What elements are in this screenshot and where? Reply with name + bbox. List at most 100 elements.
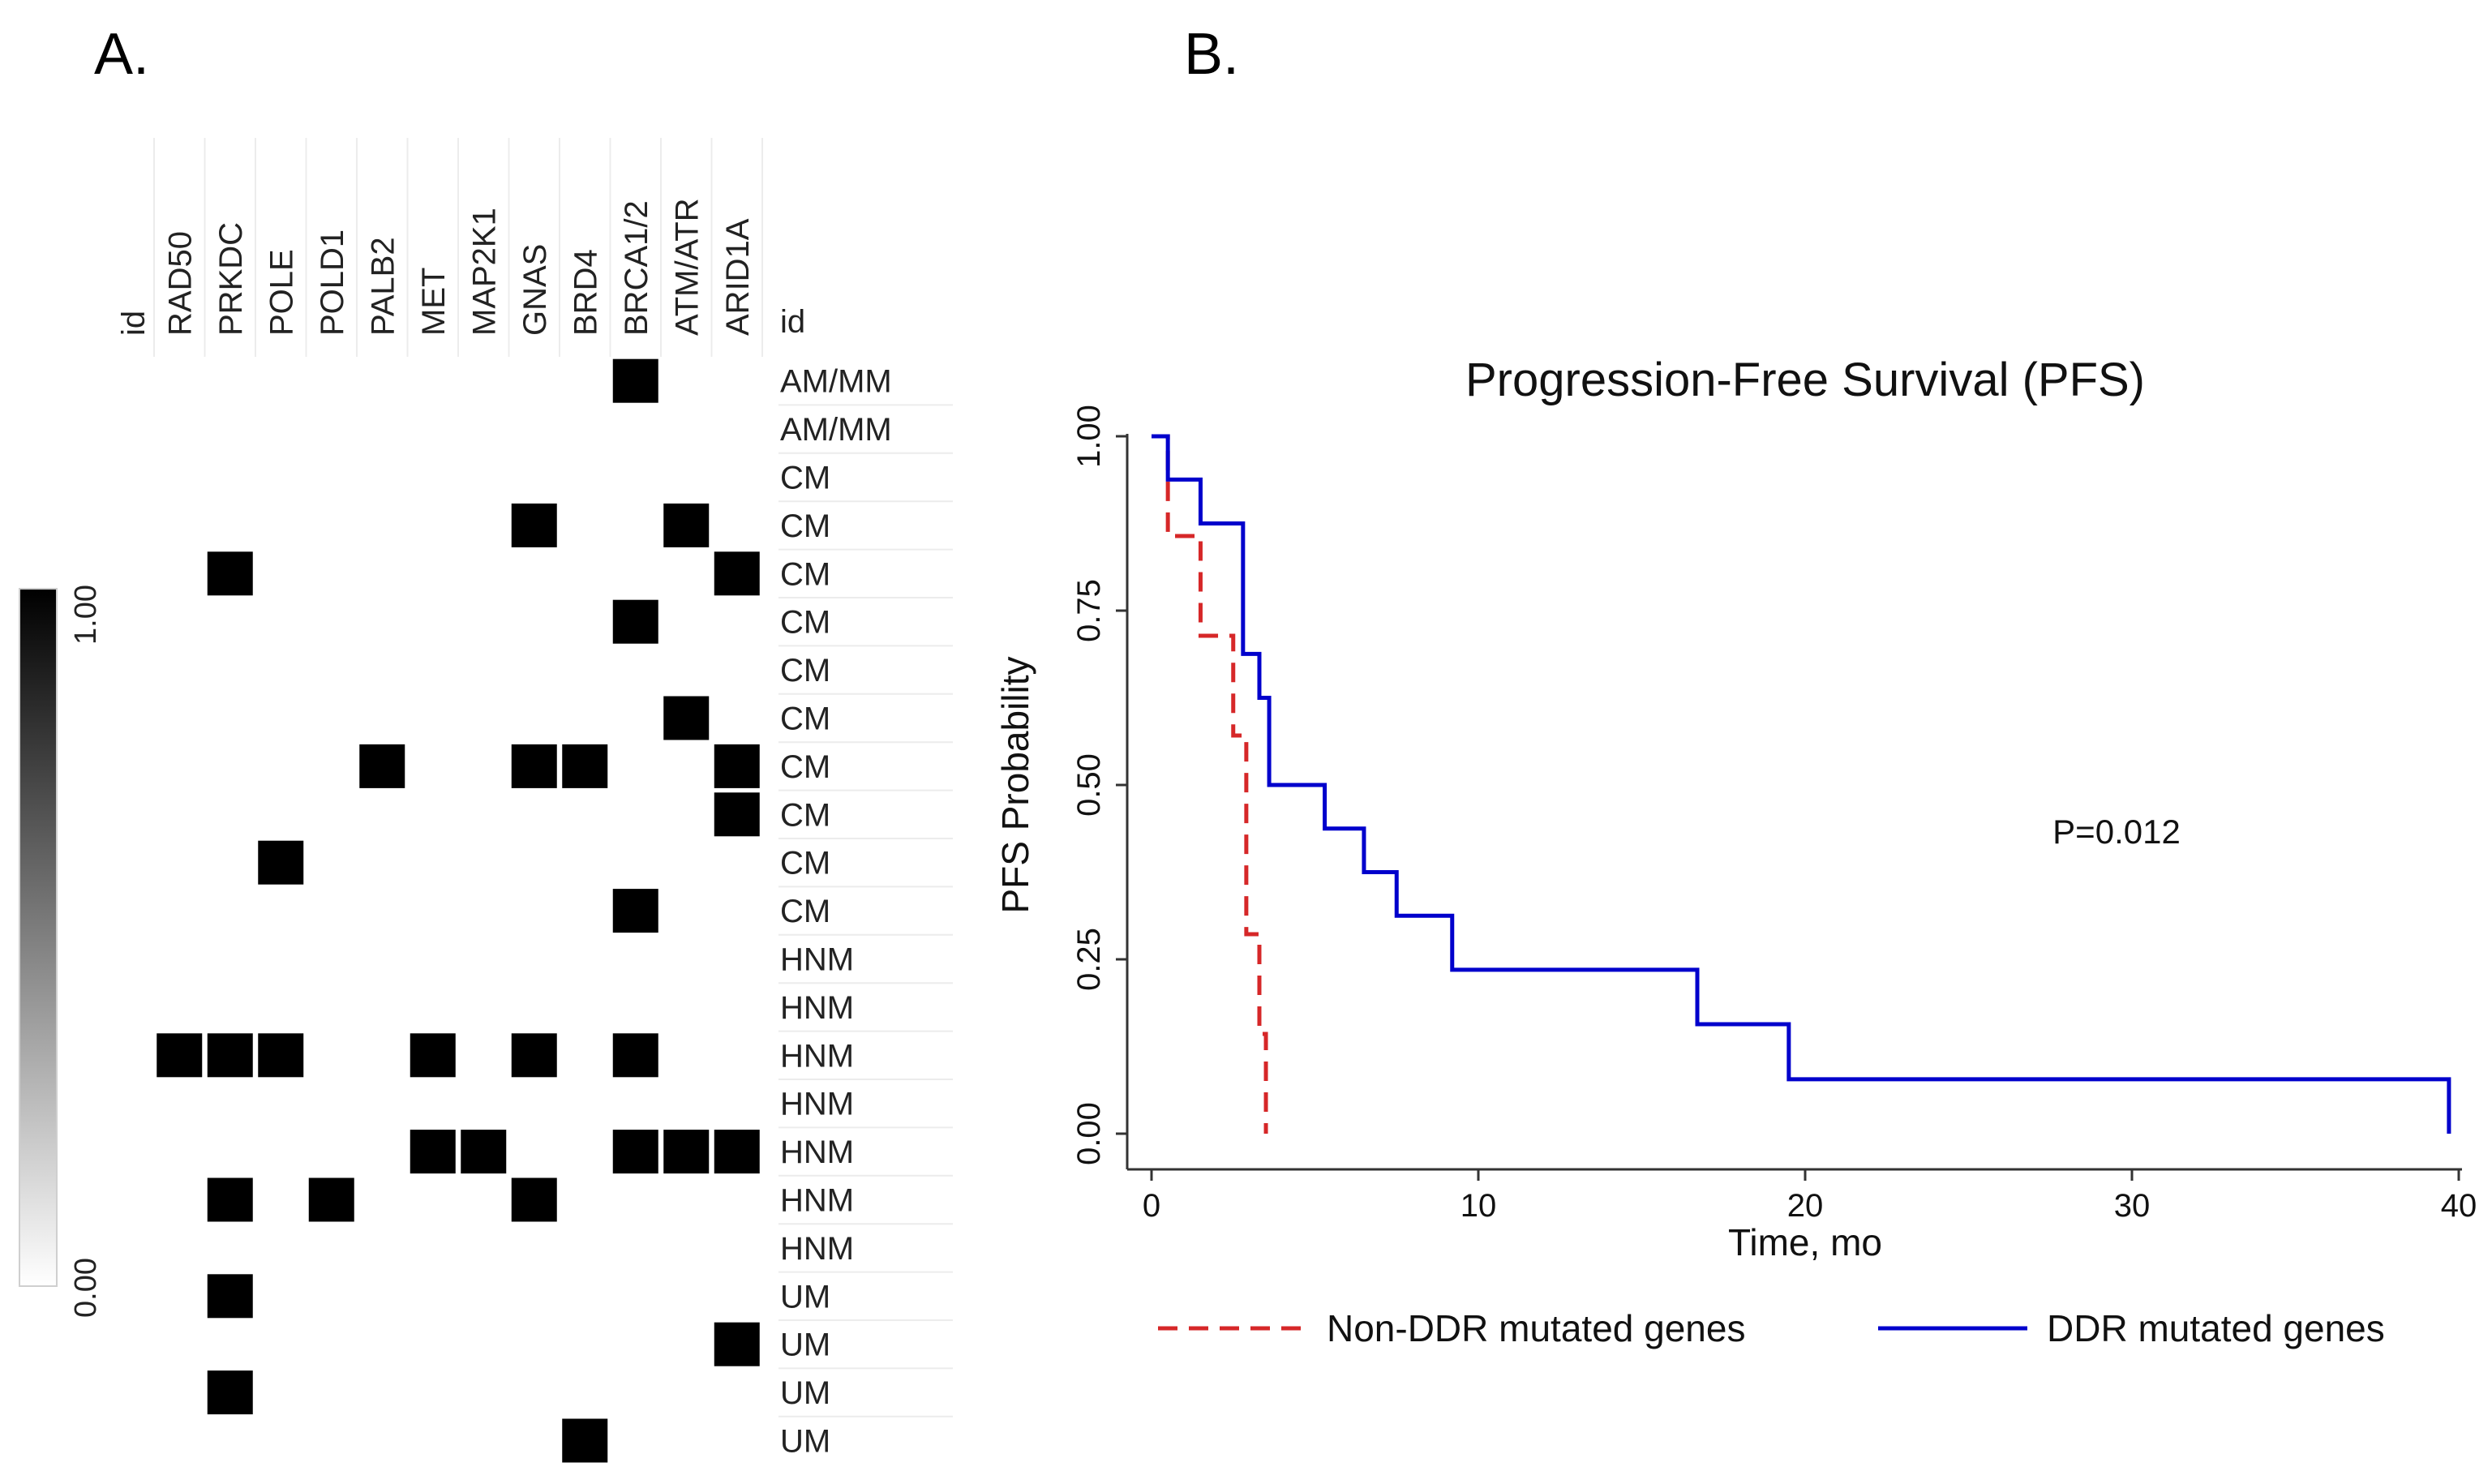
colorbar [19, 588, 58, 1287]
survival-curves [1152, 434, 2451, 1134]
gene-label-brca1-2: BRCA1/2 [619, 200, 654, 336]
heatmap-cell [511, 1033, 557, 1078]
legend: Non-DDR mutated genes DDR mutated genes [1158, 1307, 2385, 1349]
row-id-label: AM/MM [780, 412, 892, 448]
x-tick-label: 20 [1787, 1188, 1824, 1224]
y-tick-label: 0.25 [1071, 928, 1107, 991]
row-id-label: UM [780, 1424, 830, 1460]
gene-label-palb2: PALB2 [365, 237, 401, 336]
heatmap-cell [511, 1177, 557, 1222]
heatmap-cell [562, 744, 608, 788]
row-id-label: CM [780, 605, 830, 641]
id-label-left: id [116, 311, 152, 336]
x-tick-label: 0 [1143, 1188, 1160, 1224]
id-label-right: id [780, 304, 805, 340]
heatmap-cell [258, 840, 304, 885]
legend-label-non-ddr: Non-DDR mutated genes [1327, 1307, 1745, 1349]
row-id-label: CM [780, 653, 830, 688]
x-tick-label: 30 [2114, 1188, 2151, 1224]
heatmap-gridlines [153, 138, 953, 1418]
gene-label-atm-atr: ATM/ATR [669, 198, 705, 336]
panel-a-label: A. [94, 22, 150, 87]
heatmap-cell [258, 1033, 304, 1078]
gene-label-gnas: GNAS [517, 244, 553, 336]
row-id-label: CM [780, 701, 830, 737]
heatmap-cell [207, 551, 253, 596]
heatmap-cell [714, 1130, 760, 1174]
gene-label-brd4: BRD4 [568, 249, 603, 336]
row-id-label: CM [780, 508, 830, 544]
ddr-survival-line [1152, 434, 2451, 1134]
y-tick-label: 0.75 [1071, 579, 1107, 642]
row-id-label: CM [780, 749, 830, 785]
x-tick-label: 40 [2441, 1188, 2477, 1224]
row-id-label: UM [780, 1279, 830, 1315]
row-id-label: CM [780, 461, 830, 496]
row-id-label: HNM [780, 1038, 854, 1074]
row-id-label: CM [780, 894, 830, 929]
gene-label-met: MET [416, 268, 452, 336]
row-id-label: CM [780, 556, 830, 592]
heatmap-cell [714, 1322, 760, 1366]
row-id-label: AM/MM [780, 364, 892, 400]
heatmap-cell [157, 1033, 203, 1078]
row-id-label: HNM [780, 1087, 854, 1122]
row-id-label: HNM [780, 1134, 854, 1170]
gene-labels: RAD50 PRKDC POLE POLD1 PALB2 MET MAP2K1 GNAS BRD… [162, 198, 756, 336]
heatmap-cell [714, 792, 760, 837]
heatmap-cell [410, 1130, 456, 1174]
heatmap-cell [663, 1130, 710, 1174]
row-id-label: HNM [780, 942, 854, 978]
heatmap-cell [612, 358, 658, 403]
heatmap-cell [461, 1130, 507, 1174]
row-id-label: HNM [780, 990, 854, 1026]
heatmap-cell [359, 744, 405, 788]
heatmap-cell [612, 889, 658, 933]
row-id-label: UM [780, 1327, 830, 1363]
heatmap-cell [612, 1130, 658, 1174]
heatmap-cell [207, 1033, 253, 1078]
heatmap-cell [612, 1033, 658, 1078]
heatmap-cell [207, 1177, 253, 1222]
y-tick-label: 0.50 [1071, 753, 1107, 817]
row-id-labels: AM/MM AM/MM CM CM CM CM CM CM CM CM CM CM HNM HNM HNM H… [780, 364, 892, 1460]
heatmap-cell [612, 599, 658, 644]
mutation-heatmap: RAD50 PRKDC POLE POLD1 PALB2 MET MAP2K1 GNAS BRD… [19, 138, 953, 1463]
row-id-label: HNM [780, 1183, 854, 1219]
heatmap-cell [562, 1418, 608, 1463]
gene-label-map2k1: MAP2K1 [466, 208, 502, 336]
gene-label-prkdc: PRKDC [213, 222, 249, 336]
non-ddr-survival-line [1152, 434, 1268, 1134]
x-tick-label: 10 [1460, 1188, 1497, 1224]
heatmap-cell [207, 1274, 253, 1319]
row-id-label: HNM [780, 1231, 854, 1267]
heatmap-cell [714, 551, 760, 596]
gene-label-rad50: RAD50 [162, 231, 198, 336]
gene-label-pold1: POLD1 [315, 229, 350, 336]
row-id-label: CM [780, 797, 830, 833]
y-tick-label: 1.00 [1071, 405, 1107, 468]
panel-b-label: B. [1184, 22, 1240, 87]
legend-label-ddr: DDR mutated genes [2047, 1307, 2385, 1349]
heatmap-cell [511, 744, 557, 788]
gene-label-arid1a: ARID1A [720, 218, 756, 336]
axis-ticks: 0 10 20 30 40 0.00 0.25 0.50 0.75 1.00 [1071, 405, 2477, 1224]
heatmap-cell [663, 696, 710, 740]
colorbar-min-label: 0.00 [69, 1258, 103, 1318]
heatmap-cell [308, 1177, 354, 1222]
chart-title: Progression-Free Survival (PFS) [1465, 354, 2145, 406]
y-axis-label: PFS Probability [994, 656, 1036, 913]
heatmap-cell [714, 744, 760, 788]
heatmap-cells [157, 358, 760, 1463]
heatmap-cell [207, 1370, 253, 1415]
row-id-label: CM [780, 846, 830, 881]
heatmap-cell [663, 503, 710, 547]
heatmap-cell [511, 503, 557, 547]
p-value-annotation: P=0.012 [2052, 813, 2181, 851]
y-tick-label: 0.00 [1071, 1102, 1107, 1165]
colorbar-max-label: 1.00 [69, 585, 103, 645]
heatmap-cell [410, 1033, 456, 1078]
row-id-label: UM [780, 1375, 830, 1411]
x-axis-label: Time, mo [1728, 1221, 1882, 1263]
